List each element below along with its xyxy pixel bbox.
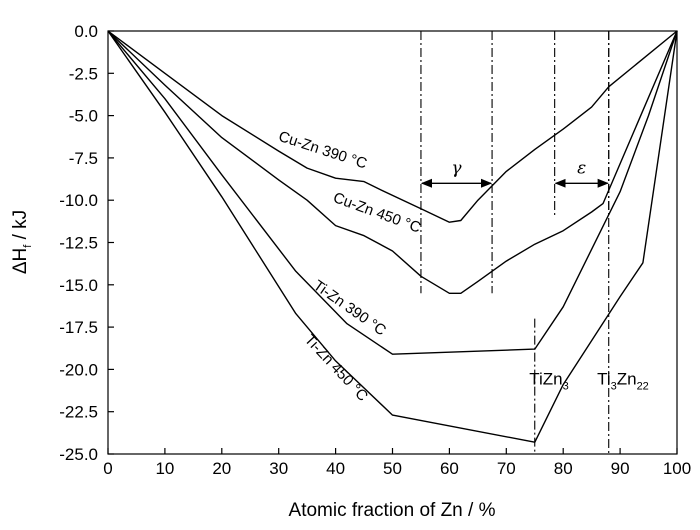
x-tick-label-60: 60 <box>440 459 459 478</box>
y-tick-label-0: 0.0 <box>74 22 98 41</box>
series-layer <box>107 30 678 443</box>
axes: 0 10 20 30 40 50 60 70 80 90 100 0.0 -2.5 -5.0 -7.5 -10… <box>59 22 691 478</box>
x-tick-label-50: 50 <box>383 459 402 478</box>
x-tick-label-10: 10 <box>155 459 174 478</box>
y-axis-title: ΔHf / kJ <box>10 210 34 274</box>
x-axis-title: Atomic fraction of Zn / % <box>289 500 496 521</box>
x-tick-label-40: 40 <box>326 459 345 478</box>
x-tick-label-100: 100 <box>663 459 691 478</box>
x-tick-label-70: 70 <box>497 459 516 478</box>
y-tick-label-3: -7.5 <box>69 149 98 168</box>
series-ti-zn-390-c <box>107 30 678 355</box>
series-cu-zn-390-c <box>107 30 678 223</box>
compound-label-1: Ti3Zn22 <box>597 370 649 393</box>
x-tick-label-30: 30 <box>269 459 288 478</box>
x-tick-label-90: 90 <box>611 459 630 478</box>
series-cu-zn-450-c <box>107 30 678 294</box>
y-tick-label-2: -5.0 <box>69 107 98 126</box>
series-ti-zn-450-c <box>107 30 678 443</box>
y-tick-label-7: -17.5 <box>59 318 98 337</box>
x-tick-label-20: 20 <box>212 459 231 478</box>
curve-label-ti-zn-450-c: Ti-Zn 450 °C <box>301 331 371 405</box>
x-tick-label-0: 0 <box>103 459 112 478</box>
x-tick-label-80: 80 <box>554 459 573 478</box>
curve-labels: Cu-Zn 390 °CCu-Zn 450 °CTi-Zn 390 °CTi-Z… <box>276 128 648 405</box>
y-tick-label-6: -15.0 <box>59 276 98 295</box>
phase-symbol-1: ε <box>577 158 586 178</box>
y-tick-label-8: -20.0 <box>59 360 98 379</box>
curve-label-ti-zn-390-c: Ti-Zn 390 °C <box>310 277 389 340</box>
y-tick-label-5: -12.5 <box>59 234 98 253</box>
curve-label-cu-zn-390-c: Cu-Zn 390 °C <box>276 128 369 173</box>
y-tick-label-1: -2.5 <box>69 64 98 83</box>
y-tick-label-4: -10.0 <box>59 191 98 210</box>
phase-symbol-0: γ <box>451 158 462 178</box>
compound-label-0: TiZn3 <box>529 370 569 393</box>
y-tick-label-9: -22.5 <box>59 403 98 422</box>
y-tick-label-10: -25.0 <box>59 445 98 464</box>
